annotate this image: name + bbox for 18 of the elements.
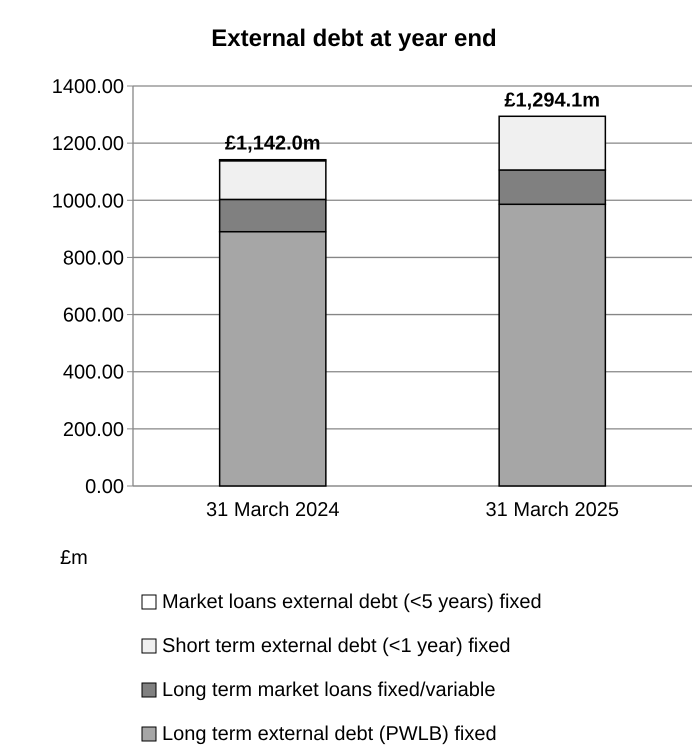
y-tick-label: 200.00 xyxy=(62,418,124,441)
y-tick-label: 400.00 xyxy=(62,362,124,384)
chart-title: External debt at year end xyxy=(211,25,497,52)
x-tick-label: 31 March 2025 xyxy=(486,499,619,521)
x-tick-label: 31 March 2024 xyxy=(206,499,340,521)
legend-label: Market loans external debt (<5 years) fixed xyxy=(162,591,542,613)
y-tick-label: 1200.00 xyxy=(52,133,124,156)
total-label: £1,294.1m xyxy=(504,89,600,112)
y-tick-label: 1400.00 xyxy=(52,76,124,98)
y-tick-label: 1000.00 xyxy=(52,190,124,212)
y-axis-title: £m xyxy=(60,547,88,569)
total-label: £1,142.0m xyxy=(224,132,321,155)
y-tick-label: 0.00 xyxy=(85,476,124,498)
legend-label: Long term market loans fixed/variable xyxy=(162,679,496,701)
y-tick-label: 800.00 xyxy=(62,247,124,270)
y-tick-label: 600.00 xyxy=(62,304,124,327)
legend-label: Long term external debt (PWLB) fixed xyxy=(162,723,497,745)
legend-label: Short term external debt (<1 year) fixed xyxy=(162,635,510,657)
